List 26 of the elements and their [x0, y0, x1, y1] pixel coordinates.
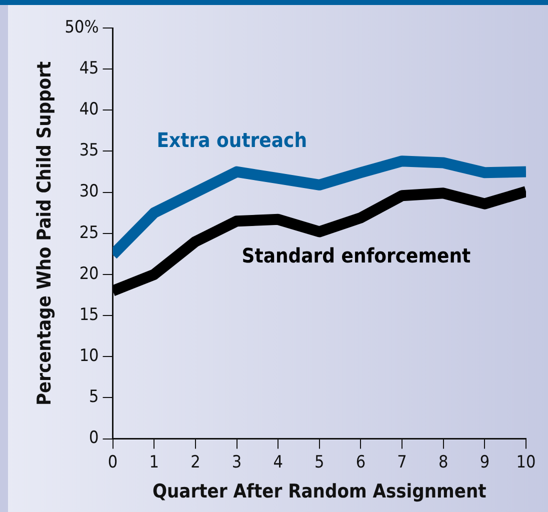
y-tick-label: 15 — [79, 304, 99, 325]
y-tick-label: 20 — [79, 264, 99, 284]
x-tick-label: 1 — [149, 452, 159, 472]
y-tick-label: 10 — [79, 346, 99, 366]
y-tick-label: 25 — [79, 222, 99, 243]
y-tick-label: 5 — [89, 387, 99, 408]
y-tick-label: 30 — [79, 182, 99, 202]
x-tick-label: 4 — [273, 452, 283, 472]
series-label: Standard enforcement — [242, 243, 472, 268]
x-tick-label: 7 — [397, 452, 407, 472]
y-tick-label: 0 — [89, 428, 99, 448]
y-tick-label: 35 — [79, 140, 99, 161]
y-tick-label: 45 — [79, 58, 99, 78]
x-tick-label: 0 — [108, 452, 118, 472]
y-tick-label: 50% — [64, 17, 99, 38]
x-tick-label: 9 — [480, 452, 490, 472]
x-tick-label: 5 — [314, 452, 324, 472]
y-tick-label: 40 — [79, 100, 99, 120]
x-tick-label: 3 — [232, 452, 242, 472]
x-tick-label: 2 — [190, 452, 200, 472]
x-axis-title: Quarter After Random Assignment — [152, 480, 486, 503]
x-tick-label: 8 — [438, 452, 448, 472]
x-tick-label: 6 — [356, 452, 366, 472]
x-tick-label: 10 — [516, 452, 536, 472]
y-axis-title: Percentage Who Paid Child Support — [33, 61, 56, 406]
series-label: Extra outreach — [156, 128, 308, 152]
